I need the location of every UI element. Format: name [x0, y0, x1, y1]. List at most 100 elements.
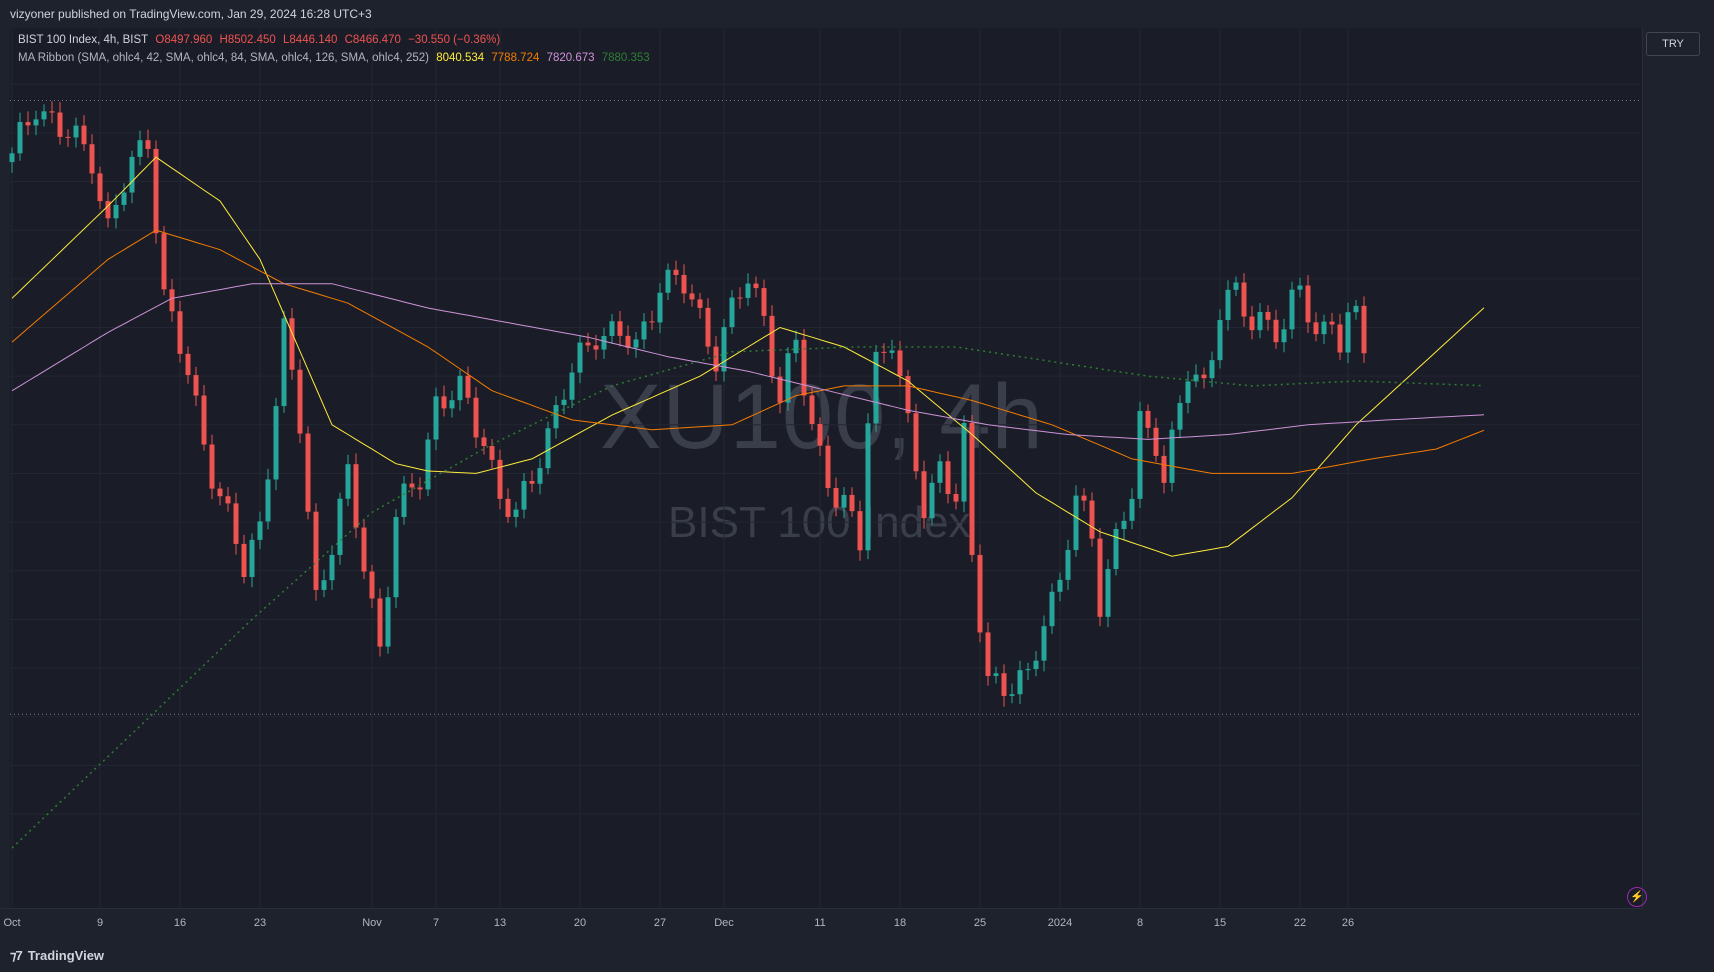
- candle-body: [497, 459, 503, 499]
- candle-body: [1281, 329, 1287, 343]
- candle-body: [729, 297, 735, 328]
- candle-body: [273, 406, 279, 480]
- candle-body: [89, 144, 95, 174]
- candle-body: [425, 439, 431, 490]
- candle-body: [505, 498, 511, 517]
- time-tick-label: 2024: [1048, 917, 1072, 929]
- candle-body: [1065, 549, 1071, 580]
- candle-body: [1121, 520, 1127, 530]
- ma-ribbon-title[interactable]: MA Ribbon (SMA, ohlc4, 42, SMA, ohlc4, 8…: [18, 52, 430, 64]
- candle-body: [545, 428, 551, 469]
- brand-label: TradingView: [27, 948, 105, 963]
- candle-body: [441, 396, 447, 409]
- time-tick-label: 7: [433, 917, 439, 929]
- candle-body: [1105, 568, 1111, 617]
- candle-body: [593, 345, 599, 350]
- publish-bar: vizyoner published on TradingView.com, J…: [0, 0, 1714, 28]
- candle-body: [609, 321, 615, 336]
- candle-body: [969, 422, 975, 555]
- currency-badge[interactable]: TRY: [1646, 32, 1700, 56]
- time-tick-label: 20: [574, 917, 586, 929]
- candle-body: [961, 422, 967, 502]
- candle-body: [625, 335, 631, 348]
- price-axis[interactable]: [1642, 28, 1714, 908]
- candle-body: [1353, 305, 1359, 313]
- candle-body: [1193, 374, 1199, 382]
- candle-body: [785, 353, 791, 403]
- candle-body: [681, 274, 687, 294]
- candle-body: [993, 673, 999, 676]
- candle-body: [1233, 282, 1239, 290]
- candle-body: [937, 461, 943, 483]
- candle-body: [985, 632, 991, 676]
- time-tick-label: Oct: [3, 917, 20, 929]
- candle-body: [361, 527, 367, 572]
- candle-body: [641, 321, 647, 340]
- candle-body: [945, 461, 951, 494]
- candle-body: [1089, 500, 1095, 539]
- time-tick-label: Nov: [362, 917, 382, 929]
- time-tick-label: 25: [974, 917, 986, 929]
- candle-body: [569, 372, 575, 400]
- candle-body: [449, 400, 455, 409]
- candle-body: [833, 488, 839, 508]
- candle-body: [201, 395, 207, 445]
- candle-body: [617, 321, 623, 336]
- candle-body: [1033, 660, 1039, 670]
- candle-body: [953, 493, 959, 502]
- candle-body: [1217, 319, 1223, 361]
- candle-body: [281, 318, 287, 407]
- ma-line-2: [11, 229, 1485, 474]
- ma-line-1: [11, 156, 1485, 557]
- candle-body: [481, 437, 487, 446]
- lightning-icon[interactable]: ⚡: [1627, 887, 1647, 907]
- candle-body: [17, 122, 23, 154]
- time-tick-label: Dec: [714, 917, 734, 929]
- candle-body: [841, 494, 847, 508]
- candle-body: [297, 369, 303, 434]
- candle-body: [745, 283, 751, 298]
- candle-body: [33, 119, 39, 126]
- symbol-label[interactable]: BIST 100 Index, 4h, BIST: [18, 34, 149, 46]
- candle-body: [177, 311, 183, 354]
- tradingview-logo[interactable]: ⁊7 TradingView: [10, 948, 104, 964]
- candle-body: [1113, 529, 1119, 569]
- time-tick-label: 15: [1214, 917, 1226, 929]
- candle-body: [673, 269, 679, 275]
- candle-body: [1265, 311, 1271, 320]
- candle-body: [1257, 311, 1263, 331]
- candle-body: [225, 496, 231, 504]
- candle-body: [1041, 626, 1047, 661]
- candle-body: [1225, 289, 1231, 320]
- candle-body: [1153, 427, 1159, 456]
- candle-body: [577, 342, 583, 373]
- candle-body: [809, 395, 815, 425]
- candle-body: [633, 339, 639, 348]
- candle-body: [1345, 312, 1351, 353]
- candle-body: [473, 397, 479, 438]
- candle-body: [585, 342, 591, 346]
- candle-body: [1329, 321, 1335, 325]
- open-value: O8497.960: [155, 34, 213, 46]
- time-tick-label: 18: [894, 917, 906, 929]
- candle-body: [1129, 498, 1135, 521]
- candle-body: [921, 471, 927, 519]
- ma-ribbon-legend: MA Ribbon (SMA, ohlc4, 42, SMA, ohlc4, 8…: [18, 52, 654, 64]
- candle-body: [345, 464, 351, 499]
- ma-line-3: [11, 283, 1485, 440]
- candle-body: [1097, 538, 1103, 617]
- candle-body: [1185, 381, 1191, 403]
- ma-line-4: [11, 346, 1485, 849]
- candle-body: [417, 487, 423, 490]
- candle-body: [1321, 321, 1327, 335]
- candle-body: [97, 173, 103, 202]
- time-tick-label: 11: [814, 917, 825, 929]
- time-axis[interactable]: [0, 908, 1642, 939]
- time-tick-label: 22: [1294, 917, 1306, 929]
- candle-body: [913, 413, 919, 472]
- high-value: H8502.450: [219, 34, 276, 46]
- candle-body: [1209, 360, 1215, 379]
- candle-body: [393, 516, 399, 598]
- candle-body: [649, 321, 655, 323]
